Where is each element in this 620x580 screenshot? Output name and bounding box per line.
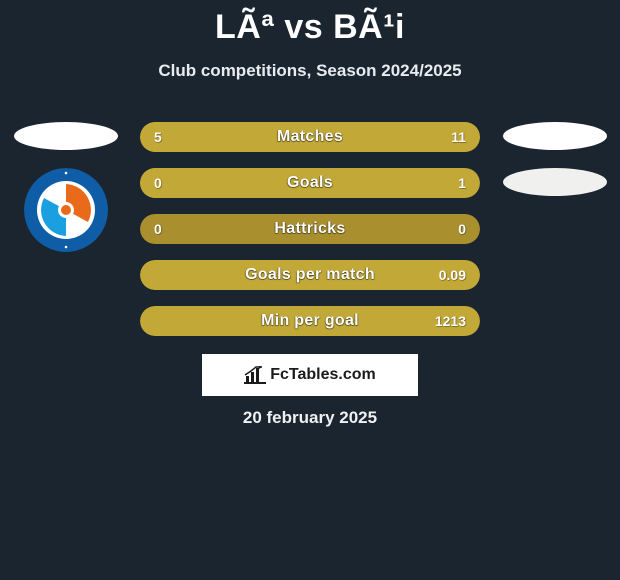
stat-row: 0.09Goals per match bbox=[140, 260, 480, 290]
stat-row: 511Matches bbox=[140, 122, 480, 152]
stat-label: Matches bbox=[140, 122, 480, 152]
stat-row: 1213Min per goal bbox=[140, 306, 480, 336]
source-attribution: FcTables.com bbox=[202, 354, 418, 396]
club-crest-icon bbox=[24, 168, 108, 252]
page-title: LÃª vs BÃ¹i bbox=[0, 0, 620, 47]
right-player-column bbox=[497, 122, 612, 214]
stat-row: 01Goals bbox=[140, 168, 480, 198]
stat-label: Goals per match bbox=[140, 260, 480, 290]
right-player-oval-1 bbox=[503, 122, 607, 150]
left-player-oval-1 bbox=[14, 122, 118, 150]
stat-label: Min per goal bbox=[140, 306, 480, 336]
comparison-bars: 511Matches 01Goals 00Hattricks 0.09Goals pe… bbox=[140, 122, 480, 352]
left-player-column bbox=[8, 122, 123, 252]
bar-chart-icon bbox=[244, 366, 266, 384]
stat-row: 00Hattricks bbox=[140, 214, 480, 244]
right-player-oval-2 bbox=[503, 168, 607, 196]
comparison-card: LÃª vs BÃ¹i Club competitions, Season 20… bbox=[0, 0, 620, 580]
page-subtitle: Club competitions, Season 2024/2025 bbox=[0, 61, 620, 81]
footer-date: 20 february 2025 bbox=[0, 408, 620, 428]
stat-label: Goals bbox=[140, 168, 480, 198]
left-club-crest bbox=[24, 168, 108, 252]
source-text: FcTables.com bbox=[270, 366, 376, 384]
stat-label: Hattricks bbox=[140, 214, 480, 244]
